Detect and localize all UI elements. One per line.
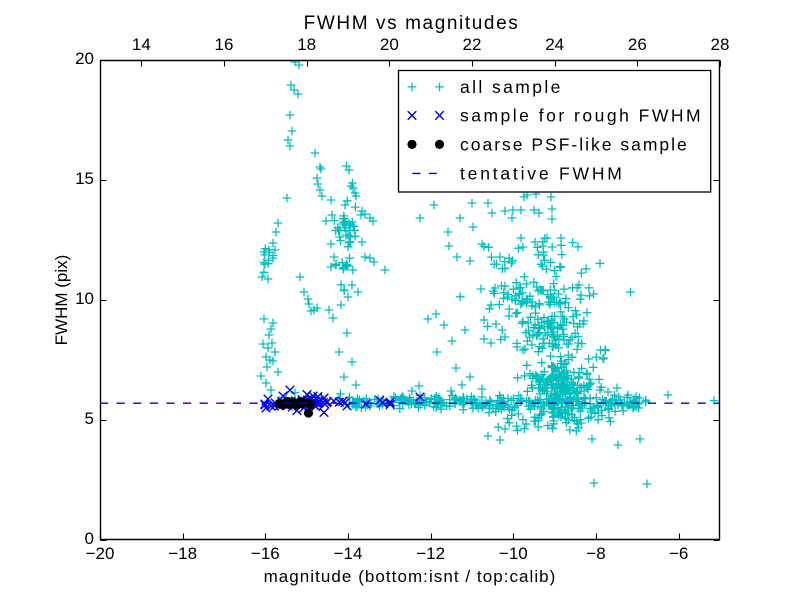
svg-text:magnitude (bottom:isnt / top:c: magnitude (bottom:isnt / top:calib)	[264, 567, 557, 586]
svg-text:−6: −6	[669, 544, 688, 563]
svg-text:sample for rough FWHM: sample for rough FWHM	[460, 105, 703, 125]
svg-text:14: 14	[132, 35, 151, 54]
svg-text:15: 15	[75, 169, 94, 188]
svg-text:20: 20	[380, 35, 399, 54]
svg-text:−8: −8	[586, 544, 605, 563]
svg-text:28: 28	[711, 35, 730, 54]
svg-text:16: 16	[215, 35, 234, 54]
svg-text:−20: −20	[86, 544, 115, 563]
svg-text:−14: −14	[334, 544, 363, 563]
svg-text:−16: −16	[251, 544, 280, 563]
svg-text:20: 20	[75, 49, 94, 68]
svg-text:5: 5	[85, 409, 94, 428]
svg-text:−10: −10	[499, 544, 528, 563]
svg-text:FWHM (pix): FWHM (pix)	[52, 255, 71, 346]
svg-text:10: 10	[75, 289, 94, 308]
svg-text:22: 22	[463, 35, 482, 54]
svg-text:all sample: all sample	[460, 77, 563, 97]
svg-text:0: 0	[85, 529, 94, 548]
svg-text:−18: −18	[168, 544, 197, 563]
svg-text:18: 18	[297, 35, 316, 54]
svg-text:FWHM vs magnitudes: FWHM vs magnitudes	[304, 13, 520, 34]
svg-text:−12: −12	[416, 544, 445, 563]
svg-text:coarse PSF-like sample: coarse PSF-like sample	[460, 134, 689, 154]
svg-text:tentative FWHM: tentative FWHM	[460, 163, 625, 183]
svg-text:26: 26	[628, 35, 647, 54]
svg-text:24: 24	[545, 35, 564, 54]
